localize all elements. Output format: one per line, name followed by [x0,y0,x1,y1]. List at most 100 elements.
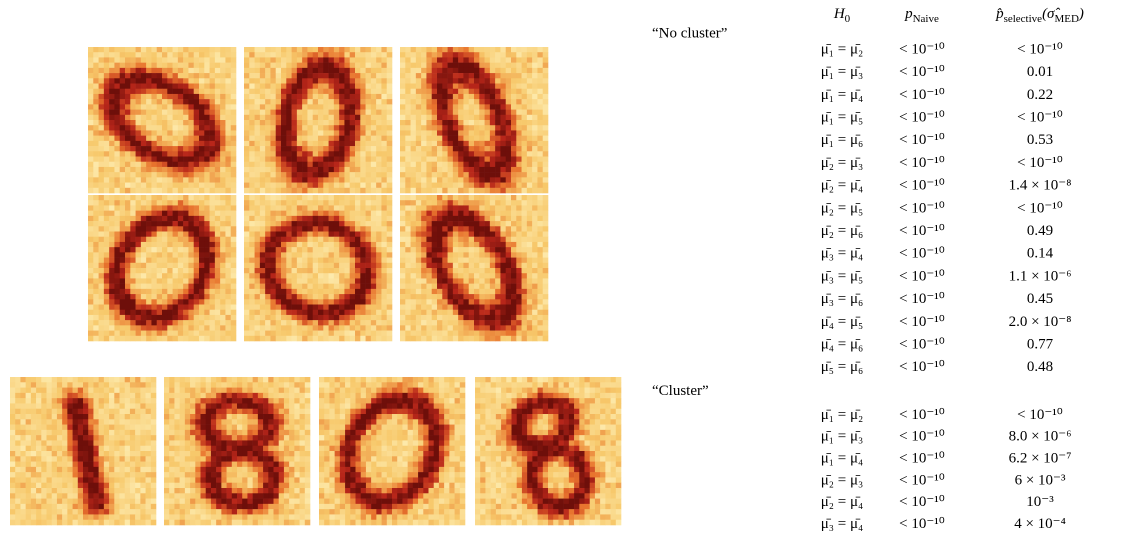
pixel [415,210,422,217]
pixel [381,288,388,295]
pixel [318,73,324,79]
pixel [376,182,382,189]
pixel [479,195,485,201]
pixel [511,320,517,326]
pixel [220,83,226,90]
digit-image [400,47,549,194]
pixel [286,166,292,173]
pixel [15,419,21,425]
pixel [183,161,189,168]
pixel [318,195,324,201]
pixel [103,215,110,222]
pixel [291,78,298,84]
pixel [98,278,105,284]
pixel [479,262,485,269]
pixel [526,57,533,63]
pixel [542,62,549,69]
pixel [225,262,232,269]
pixel [225,335,232,342]
pixel [339,335,345,342]
pixel [376,257,382,264]
pixel [355,93,361,100]
pixel [93,299,99,305]
pixel [98,114,105,121]
pixel [400,226,406,232]
pixel [162,226,168,232]
pixel [344,288,351,295]
pixel [415,166,422,173]
pixel [479,252,485,258]
pixel [183,172,189,178]
pixel [249,151,255,157]
pixel [312,288,319,295]
pixel [405,288,411,295]
pixel [193,309,200,316]
pixel [484,88,491,95]
pixel [72,377,79,383]
pixel [318,330,324,337]
pixel [452,294,459,300]
pixel [193,88,200,95]
pixel [140,125,147,131]
pixel [489,57,496,63]
pixel [209,304,216,311]
pixel [381,320,388,326]
pixel [355,241,361,248]
pixel [479,320,485,326]
pixel [405,247,411,253]
pixel [484,200,491,206]
pixel [505,283,512,290]
pixel [370,47,377,53]
pixel [167,109,173,116]
pixel [511,114,517,121]
pixel [225,135,232,142]
pixel [318,314,324,321]
pixel [225,205,232,211]
pixel [296,120,303,126]
pixel [516,161,522,168]
pixel [410,195,417,201]
pixel [333,320,340,326]
pixel [296,299,303,305]
pixel [151,130,158,136]
pixel [381,195,388,201]
pixel [489,104,496,110]
pixel [265,231,271,238]
pixel [156,125,163,131]
pixel [41,377,47,383]
pixel [209,226,216,232]
pixel [296,125,303,131]
pixel [109,200,115,206]
pixel [410,114,417,121]
pixel [275,257,282,264]
pixel [249,104,255,110]
pixel [46,403,53,410]
pixel [526,299,533,305]
pixel [254,73,261,79]
pixel [505,299,512,305]
pixel [275,182,282,189]
pixel [479,47,485,53]
pixel [468,283,475,290]
pixel [355,109,361,116]
pixel [489,241,496,248]
pixel [162,99,168,105]
pixel [328,146,335,152]
pixel [244,335,250,342]
pixel [489,99,496,105]
pixel [177,221,184,227]
pixel [199,215,205,222]
pixel [183,241,189,248]
pixel [172,262,179,269]
pixel [220,273,226,279]
pixel [254,120,261,126]
pixel [489,257,496,264]
pixel [270,236,277,243]
pixel [225,247,232,253]
pixel [183,88,189,95]
pixel [193,283,200,290]
pixel [109,403,115,410]
pixel [537,182,544,189]
pixel [355,140,361,147]
pixel [225,231,232,238]
